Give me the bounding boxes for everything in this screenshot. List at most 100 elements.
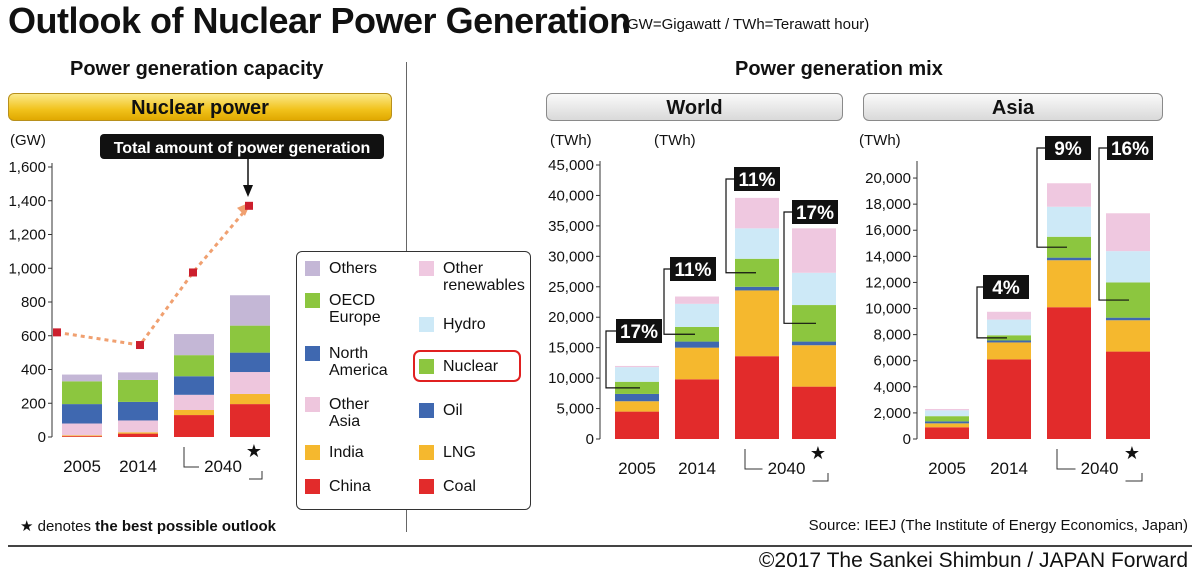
legend-item: Other renewables [419, 260, 525, 294]
y-tick-label: 15,000 [548, 340, 594, 357]
bar-segment [675, 379, 719, 439]
y-tick-label: 2,000 [873, 405, 911, 422]
y-tick-label: 25,000 [548, 279, 594, 296]
y-tick-label: 200 [21, 395, 46, 412]
legend-item: North America [305, 345, 388, 379]
legend-item: Nuclear [419, 358, 498, 375]
footnote-text: denotes [33, 518, 96, 535]
y-tick-label: 0 [586, 431, 594, 448]
y-tick-label: 1,000 [8, 260, 46, 277]
y-axis-label: (TWh) [859, 132, 901, 149]
legend-item: Hydro [419, 316, 486, 333]
bar-segment [174, 410, 214, 416]
bar-segment [1047, 307, 1091, 439]
bar-segment [62, 435, 102, 437]
legend-swatch [305, 445, 320, 460]
x-tick-label: 2014 [990, 459, 1028, 478]
legend-swatch [419, 261, 434, 276]
star-icon: ★ [1124, 443, 1140, 463]
y-tick-label: 400 [21, 362, 46, 379]
total-generation-line [56, 204, 251, 347]
y-tick-label: 1,200 [8, 227, 46, 244]
bar-segment [615, 365, 659, 368]
share-bracket [605, 330, 640, 389]
total-generation-label: Total amount of power generation [114, 140, 371, 157]
page-title: Outlook of Nuclear Power Generation [8, 0, 631, 41]
nuclear-share-label: 11% [739, 170, 776, 191]
bar-segment [675, 303, 719, 327]
y-axis-label: (GW) [10, 132, 46, 149]
footnote-emphasis: the best possible outlook [95, 518, 277, 535]
star-icon: ★ [810, 443, 826, 463]
y-tick-label: 10,000 [865, 301, 911, 318]
bar-segment [987, 359, 1031, 439]
nuclear-share-label: 17% [796, 203, 834, 224]
y-tick-label: 8,000 [873, 327, 911, 344]
y-tick-label: 20,000 [548, 309, 594, 326]
share-bracket [725, 178, 756, 274]
total-generation-point [53, 328, 61, 337]
bar-segment [174, 376, 214, 395]
share-bracket [1036, 147, 1067, 248]
bar-segment [118, 379, 158, 402]
y-tick-label: 14,000 [865, 248, 911, 265]
x-tick-label: 2005 [928, 459, 966, 478]
nuclear-power-banner: Nuclear power [8, 93, 392, 121]
legend-swatch [305, 346, 320, 361]
bar-segment [1047, 206, 1091, 237]
nuclear-share-badge: 4% [983, 275, 1029, 299]
nuclear-share-label: 11% [675, 260, 712, 281]
bar-segment [792, 228, 836, 273]
total-generation-callout: Total amount of power generation [100, 134, 384, 159]
bar-segment [675, 296, 719, 304]
source-note: Source: IEEJ (The Institute of Energy Ec… [808, 517, 1188, 534]
y-tick-label: 20,000 [865, 170, 911, 187]
bar-segment [1106, 351, 1150, 439]
bar-segment [615, 367, 659, 382]
bar-segment [1047, 260, 1091, 308]
bar-segment [735, 197, 779, 229]
copyright: ©2017 The Sankei Shimbun / JAPAN Forward [758, 549, 1188, 572]
mix-section-title: Power generation mix [735, 58, 943, 80]
bar-segment [925, 408, 969, 411]
share-bracket [663, 268, 695, 335]
nuclear-share-label: 16% [1111, 139, 1149, 160]
legend-label: Other Asia [329, 396, 370, 430]
bar-segment [174, 334, 214, 356]
bar-segment [1047, 183, 1091, 207]
legend-label: OECD Europe [329, 292, 381, 326]
capacity-section-title: Power generation capacity [70, 58, 324, 80]
bar-segment [1047, 236, 1091, 258]
share-bracket [783, 211, 816, 324]
bar-segment [987, 342, 1031, 360]
y-axis-unit-label: (TWh) [654, 132, 696, 149]
bar-segment [925, 416, 969, 422]
y-axis-label: (TWh) [550, 132, 592, 149]
legend-swatch [305, 261, 320, 276]
nuclear-share-badge: 9% [1045, 136, 1091, 160]
world-banner: World [546, 93, 843, 121]
nuclear-share-label: 9% [1054, 139, 1082, 160]
asia-mix-chart: 0 2,000 4,000 6,000 8,000 10,000 12,000 14,000 1… [859, 132, 1153, 482]
legend-item: India [305, 444, 364, 461]
world-mix-chart: 0 5,000 10,000 15,000 20,000 25,000 30,000 35,0… [548, 132, 838, 482]
legend-swatch [419, 359, 434, 374]
bar-segment [174, 394, 214, 410]
bar-segment [925, 423, 969, 428]
legend-swatch [419, 317, 434, 332]
bar-segment [925, 421, 969, 424]
bar-segment [735, 290, 779, 357]
x-tick-label: 2005 [618, 459, 656, 478]
bar-segment [62, 404, 102, 424]
legend-label: Others [329, 260, 378, 277]
nuclear-share-badge: 17% [616, 319, 662, 343]
bar-segment [230, 372, 270, 394]
total-generation-point [189, 268, 197, 277]
legend-label: Oil [443, 402, 463, 419]
x-tick-label: 2005 [63, 457, 101, 476]
callout-arrowhead [243, 185, 253, 197]
bar-segment [735, 228, 779, 259]
legend-item: OECD Europe [305, 292, 381, 326]
y-tick-label: 10,000 [548, 370, 594, 387]
nuclear-share-badge: 11% [670, 257, 716, 281]
